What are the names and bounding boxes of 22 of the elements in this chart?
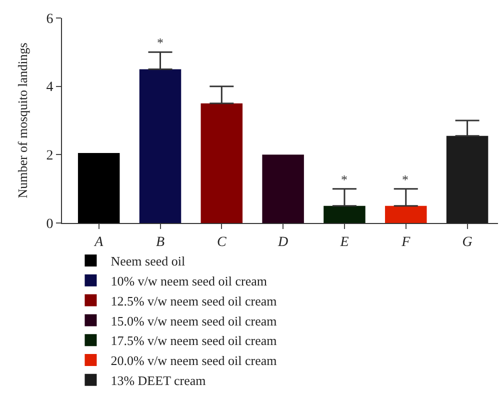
y-tick-label: 4: [46, 80, 54, 96]
x-tick-label: F: [400, 234, 411, 250]
legend-label: 12.5% v/w neem seed oil cream: [110, 293, 277, 308]
legend-label: Neem seed oil: [110, 254, 186, 269]
legend-label: 20.0% v/w neem seed oil cream: [110, 353, 277, 368]
x-tick-label: C: [216, 234, 227, 250]
y-tick-label: 6: [46, 12, 54, 27]
legend-label: 15.0% v/w neem seed oil cream: [110, 313, 277, 328]
annotation: *: [402, 172, 408, 187]
x-tick-label: B: [156, 234, 165, 250]
annotation: *: [341, 172, 348, 187]
x-tick-label: G: [462, 234, 472, 250]
y-tick-label: 0: [46, 216, 54, 232]
x-tick-label: D: [277, 234, 288, 250]
y-axis-title: Number of mosquito landings: [15, 42, 30, 198]
x-tick-label: A: [94, 234, 104, 250]
legend-label: 17.5% v/w neem seed oil cream: [110, 333, 277, 348]
legend-label: 13% DEET cream: [110, 372, 206, 388]
y-tick-label: 2: [46, 148, 54, 164]
x-tick-label: E: [339, 234, 350, 250]
annotation: *: [157, 35, 164, 50]
legend-label: 10% v/w neem seed oil cream: [110, 273, 268, 288]
